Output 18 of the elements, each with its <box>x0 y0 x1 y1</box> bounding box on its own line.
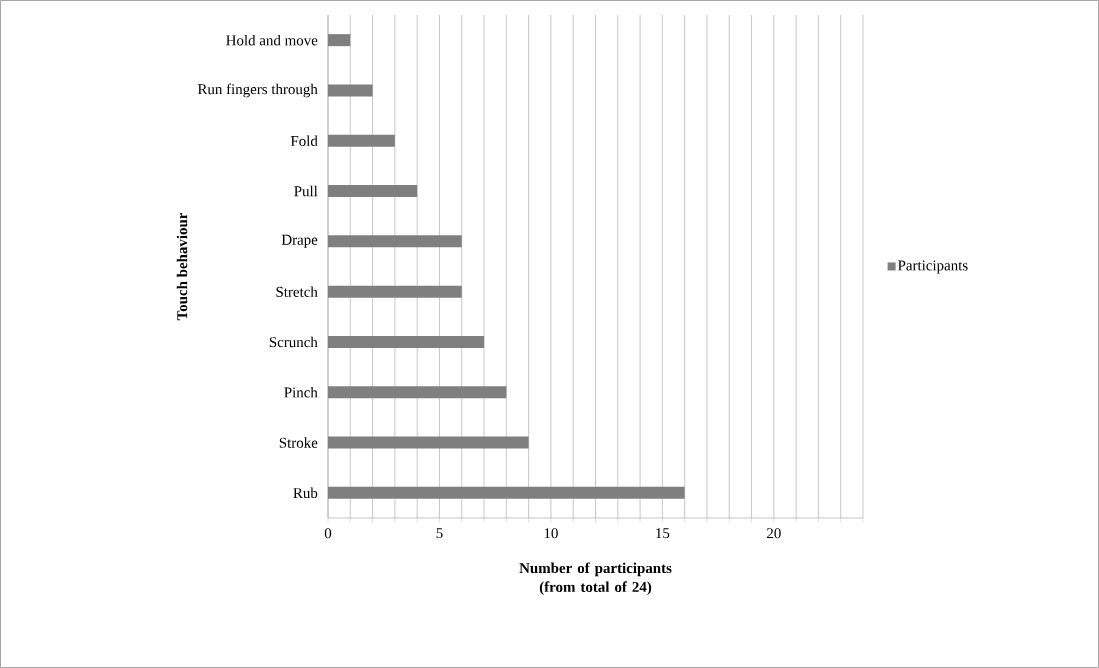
legend-label: Participants <box>898 260 968 274</box>
x-tick-label: 0 <box>324 528 332 539</box>
x-tick-label: 10 <box>544 528 558 539</box>
y-tick-label: Stretch <box>276 286 318 297</box>
x-axis-title: Number of participants (from total of 24) <box>519 562 672 596</box>
x-tick-label: 5 <box>436 528 443 539</box>
y-tick-label: Rub <box>293 487 318 499</box>
y-tick-label: Pull <box>294 185 318 197</box>
y-tick-label: Pinch <box>284 386 318 398</box>
x-tick-label: 15 <box>656 528 670 539</box>
y-tick-label: Fold <box>290 135 318 146</box>
y-tick-label: Drape <box>281 234 318 248</box>
x-tick-label: 20 <box>767 528 781 539</box>
y-axis-title: Touch behaviour <box>176 212 188 321</box>
y-tick-label: Run fingers through <box>197 83 318 98</box>
y-tick-label: Scrunch <box>269 336 318 348</box>
y-tick-label: Hold and move <box>226 34 318 46</box>
y-tick-label: Stroke <box>279 437 318 448</box>
